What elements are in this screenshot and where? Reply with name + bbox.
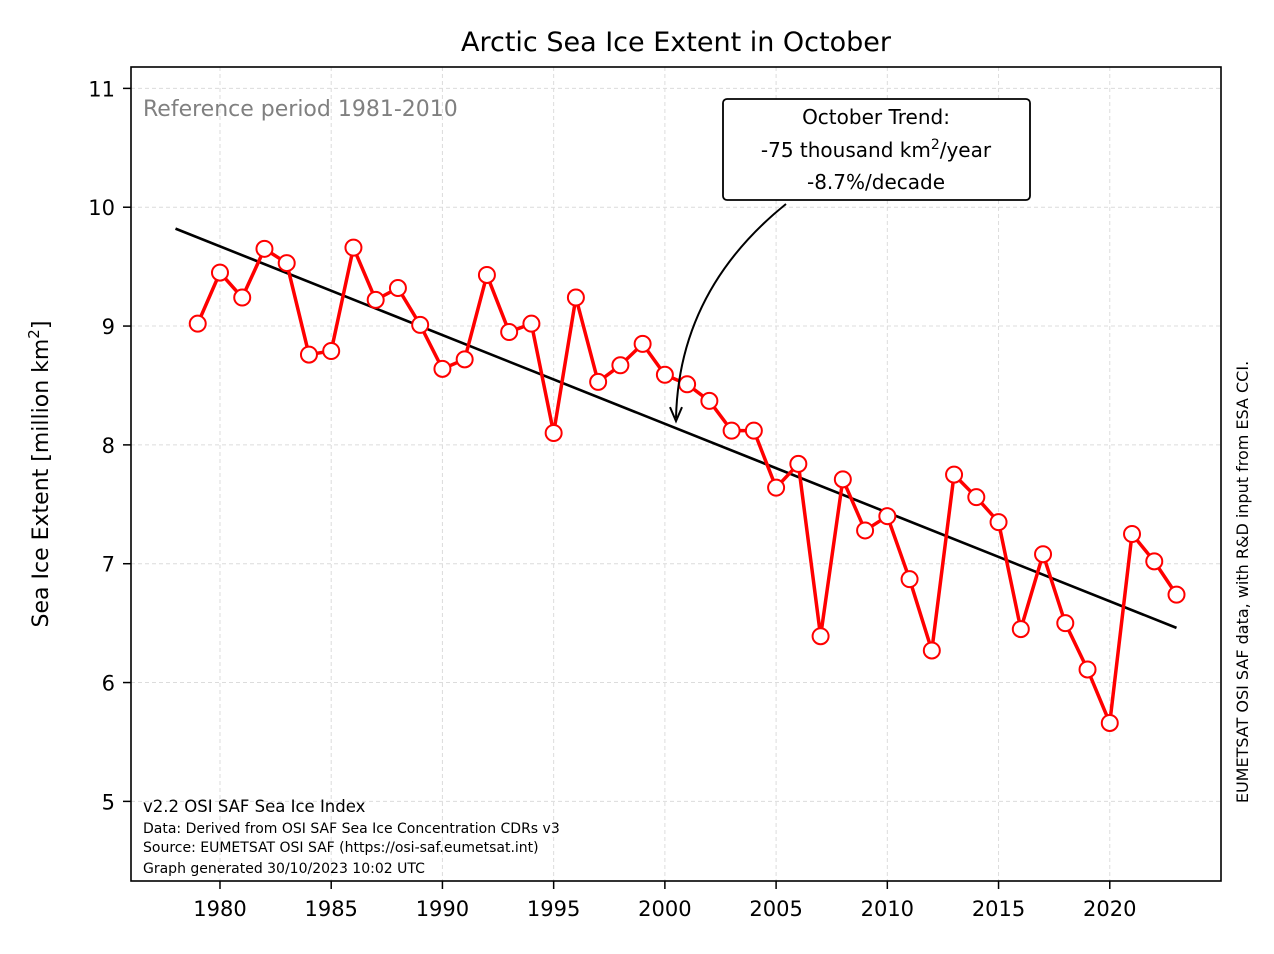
y-tick-label: 6: [102, 672, 115, 696]
data-point: [477, 265, 496, 284]
x-tick-label: 2000: [638, 897, 691, 921]
x-tick-label: 2010: [861, 897, 914, 921]
y-axis-label-sup: 2: [25, 329, 43, 339]
y-axis-label-text: Sea Ice Extent [million km: [29, 339, 54, 628]
data-point: [1034, 545, 1053, 564]
data-point: [344, 238, 363, 257]
data-point: [544, 424, 563, 443]
y-axis-label: Sea Ice Extent [million km2]: [25, 321, 54, 628]
data-point: [233, 288, 252, 307]
annotation-line-2-sup: 2: [931, 137, 940, 153]
annotation-line-2: -75 thousand km2/year: [761, 137, 992, 162]
y-tick-label: 5: [102, 790, 115, 814]
footer-source: Source: EUMETSAT OSI SAF (https://osi-sa…: [143, 840, 539, 856]
data-point: [322, 342, 341, 361]
data-point: [366, 290, 385, 309]
data-point: [1078, 660, 1097, 679]
data-point: [1056, 614, 1075, 633]
data-point: [856, 521, 875, 540]
data-point: [655, 365, 674, 384]
data-point: [277, 254, 296, 273]
data-point: [678, 375, 697, 394]
data-point: [1167, 585, 1186, 604]
annotation-line-2-prefix: -75 thousand km: [761, 138, 931, 162]
data-point: [1100, 713, 1119, 732]
data-point: [611, 356, 630, 375]
annotation-arrow: [675, 203, 787, 419]
data-point: [1011, 620, 1030, 639]
annotation-line-2-suffix: /year: [940, 138, 992, 162]
data-point: [922, 641, 941, 660]
data-point: [789, 454, 808, 473]
footer-version: v2.2 OSI SAF Sea Ice Index: [143, 797, 366, 816]
data-point: [522, 314, 541, 333]
x-tick-label: 2005: [749, 897, 802, 921]
footer-data: Data: Derived from OSI SAF Sea Ice Conce…: [143, 821, 560, 837]
plot-frame: [130, 66, 1222, 882]
data-point: [255, 239, 274, 258]
y-tick-label: 7: [102, 553, 115, 577]
grid-lines: [131, 67, 1221, 881]
data-point: [1123, 525, 1142, 544]
x-tick-label: 1995: [527, 897, 580, 921]
axis-ticks: 1980 1985 1990 1995 2000 2005 2010 2015 2020 5 6 7 8…: [88, 77, 1136, 921]
annotation-line-1: October Trend:: [802, 105, 950, 129]
data-point: [500, 322, 519, 341]
annotation-box: [722, 98, 1031, 201]
data-point: [566, 288, 585, 307]
side-credit: EUMETSAT OSI SAF data, with R&D input fr…: [1233, 361, 1252, 803]
data-point: [967, 488, 986, 507]
reference-period-label: Reference period 1981-2010: [143, 97, 458, 122]
data-point: [455, 350, 474, 369]
x-tick-label: 2020: [1083, 897, 1136, 921]
data-point: [210, 263, 229, 282]
footer-notes: v2.2 OSI SAF Sea Ice Index Data: Derived…: [143, 797, 560, 877]
data-point: [722, 421, 741, 440]
x-tick-label: 1980: [193, 897, 246, 921]
data-point: [411, 315, 430, 334]
data-point: [188, 314, 207, 333]
data-point: [989, 513, 1008, 532]
data-point: [833, 470, 852, 489]
data-point: [878, 507, 897, 526]
data-point: [1145, 552, 1164, 571]
series-layer: [188, 238, 1186, 732]
y-tick-label: 9: [102, 315, 115, 339]
data-point: [299, 345, 318, 364]
data-point: [767, 478, 786, 497]
data-point: [811, 627, 830, 646]
y-axis-label-close: ]: [29, 321, 54, 330]
data-point: [700, 391, 719, 410]
y-tick-label: 8: [102, 434, 115, 458]
data-point: [744, 421, 763, 440]
x-tick-label: 2015: [972, 897, 1025, 921]
data-point: [388, 279, 407, 298]
annotation-arrowhead: [669, 406, 683, 424]
trend-annotation: October Trend: -75 thousand km2/year -8.…: [669, 98, 1031, 424]
data-point: [433, 359, 452, 378]
footer-generated: Graph generated 30/10/2023 10:02 UTC: [143, 861, 425, 877]
data-point: [589, 372, 608, 391]
y-tick-label: 10: [88, 196, 115, 220]
annotation-line-3: -8.7%/decade: [807, 170, 945, 194]
data-point: [633, 334, 652, 353]
y-tick-label: 11: [88, 77, 115, 101]
x-tick-label: 1990: [416, 897, 469, 921]
data-point: [945, 465, 964, 484]
data-point: [900, 570, 919, 589]
x-tick-label: 1985: [304, 897, 357, 921]
chart-title: Arctic Sea Ice Extent in October: [461, 27, 892, 58]
